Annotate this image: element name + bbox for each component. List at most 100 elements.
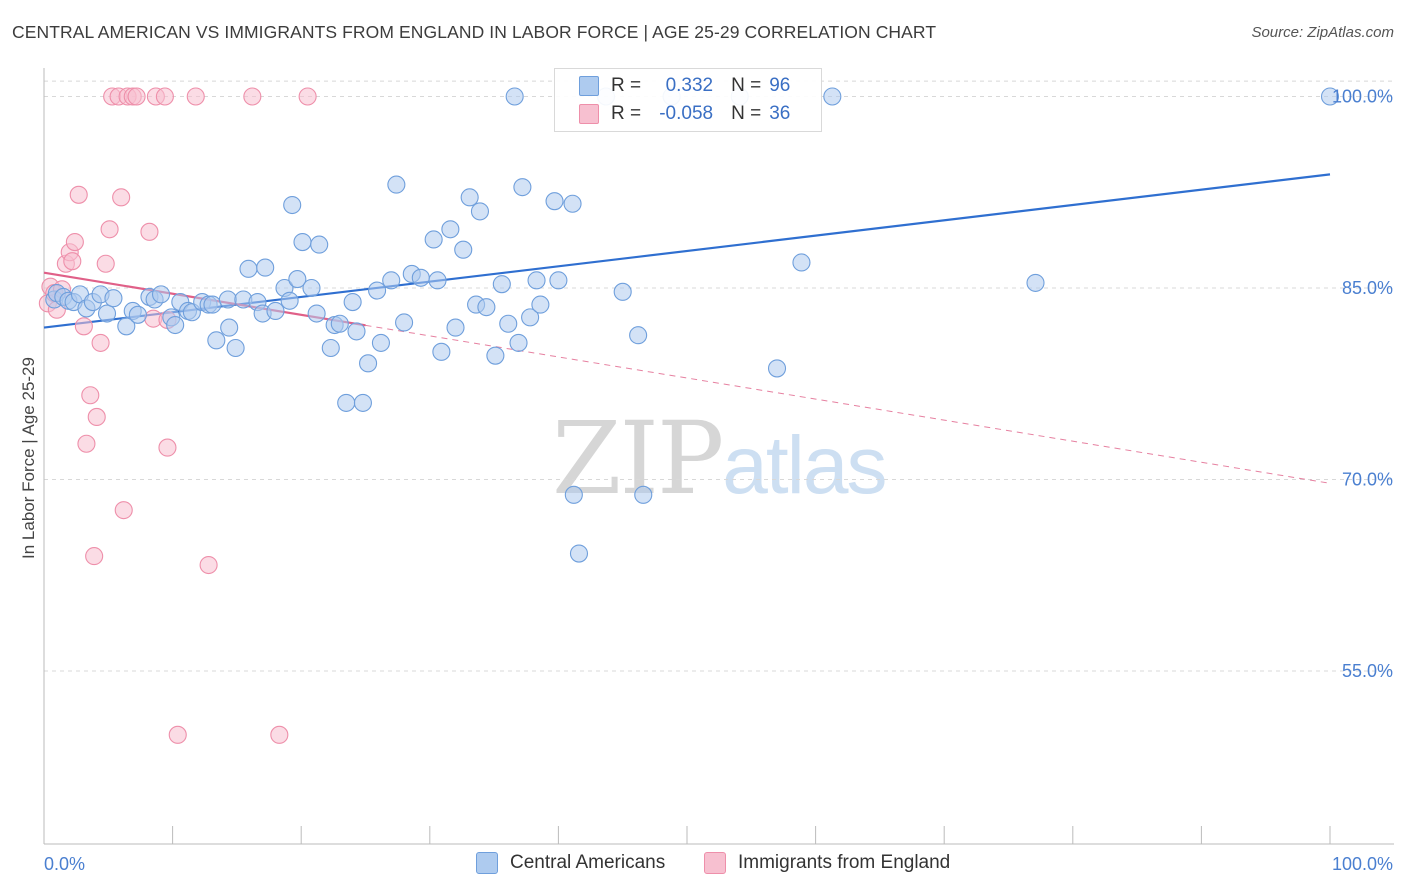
- points-central-americans: [45, 87, 1340, 563]
- legend-row-central-americans: R = 0.332 N = 96: [579, 71, 790, 101]
- central-americans-point: [460, 188, 479, 207]
- central-americans-point: [513, 178, 532, 197]
- legend-item-central-americans: Central Americans: [476, 852, 665, 874]
- central-americans-point: [395, 313, 414, 332]
- immigrants-from-england-point: [270, 725, 289, 744]
- legend-n-label: N =: [731, 103, 762, 124]
- central-americans-point: [302, 278, 321, 298]
- central-americans-point: [283, 195, 302, 215]
- central-americans-point: [337, 393, 356, 412]
- legend-swatch-pink: [704, 852, 726, 874]
- central-americans-point: [239, 259, 258, 278]
- central-americans-point: [207, 331, 226, 350]
- central-americans-point: [634, 485, 653, 504]
- legend-row-immigrants-from-england: R = -0.058 N = 36: [579, 99, 790, 129]
- legend-n-value: 36: [769, 103, 791, 124]
- central-americans-point: [288, 270, 307, 289]
- legend-swatch-pink: [579, 104, 599, 124]
- immigrants-from-england-point: [91, 333, 110, 352]
- legend-swatch-blue: [476, 852, 498, 874]
- legend-n-label: N =: [731, 75, 762, 96]
- immigrants-from-england-point: [81, 386, 100, 405]
- trend-line-immigrants-from-england-extension: [365, 324, 1331, 484]
- central-americans-point: [613, 282, 632, 301]
- immigrants-from-england-point: [65, 232, 84, 252]
- immigrants-from-england-point: [69, 185, 88, 204]
- central-americans-point: [203, 295, 222, 314]
- central-americans-point: [441, 220, 460, 239]
- immigrants-from-england-point: [140, 222, 159, 241]
- watermark-atlas: atlas: [722, 420, 887, 511]
- legend-label-central-americans: Central Americans: [510, 852, 666, 873]
- immigrants-from-england-point: [87, 407, 106, 426]
- immigrants-from-england-point: [100, 220, 119, 239]
- x-tick-label: 100.0%: [1332, 854, 1393, 874]
- immigrants-from-england-point: [85, 547, 104, 566]
- central-americans-point: [310, 235, 329, 254]
- points-immigrants-from-england: [38, 87, 317, 744]
- central-americans-point: [104, 289, 123, 308]
- central-americans-point: [1026, 273, 1045, 292]
- y-tick-label: 55.0%: [1342, 661, 1393, 681]
- central-americans-point: [382, 271, 401, 290]
- central-americans-point: [521, 308, 540, 327]
- immigrants-from-england-point: [298, 87, 317, 106]
- central-americans-point: [563, 194, 582, 213]
- central-americans-point: [368, 281, 387, 300]
- central-americans-point: [266, 301, 285, 321]
- legend-label-immigrants-from-england: Immigrants from England: [738, 852, 951, 873]
- legend-r-label: R =: [611, 103, 642, 124]
- central-americans-point: [505, 87, 524, 106]
- immigrants-from-england-point: [155, 87, 174, 106]
- central-americans-point: [424, 230, 443, 249]
- central-americans-point: [564, 485, 583, 504]
- immigrants-from-england-point: [77, 434, 96, 453]
- central-americans-point: [218, 290, 237, 309]
- series-legend: Central Americans Immigrants from Englan…: [0, 852, 1406, 878]
- central-americans-point: [446, 318, 465, 337]
- immigrants-from-england-point: [127, 87, 146, 106]
- central-americans-point: [226, 338, 245, 358]
- central-americans-point: [321, 338, 340, 358]
- central-americans-point: [545, 192, 564, 211]
- central-americans-point: [1320, 87, 1340, 106]
- immigrants-from-england-point: [96, 254, 115, 273]
- tick-labels: 55.0% 70.0% 85.0% 100.0% 0.0% 100.0%: [44, 87, 1393, 875]
- central-americans-point: [293, 232, 312, 252]
- correlation-legend: R = 0.332 N = 96 R = -0.058 N = 36: [554, 68, 822, 132]
- legend-item-immigrants-from-england: Immigrants from England: [704, 852, 950, 874]
- immigrants-from-england-point: [168, 725, 187, 744]
- y-tick-label: 70.0%: [1342, 470, 1393, 490]
- central-americans-point: [527, 271, 546, 290]
- central-americans-point: [549, 271, 568, 290]
- legend-swatch-blue: [579, 76, 599, 96]
- central-americans-point: [117, 317, 136, 336]
- immigrants-from-england-point: [158, 438, 177, 457]
- central-americans-point: [411, 268, 430, 287]
- central-americans-point: [509, 333, 528, 352]
- central-americans-point: [629, 326, 648, 345]
- central-americans-point: [387, 175, 406, 194]
- central-americans-point: [151, 285, 171, 304]
- axes: [43, 68, 1394, 845]
- central-americans-point: [220, 318, 239, 337]
- y-tick-label: 85.0%: [1342, 278, 1393, 298]
- central-americans-point: [477, 298, 496, 317]
- grid-lines: [44, 80, 1394, 672]
- immigrants-from-england-point: [199, 555, 218, 575]
- central-americans-point: [767, 359, 787, 378]
- chart-title: CENTRAL AMERICAN VS IMMIGRANTS FROM ENGL…: [12, 22, 937, 42]
- legend-r-value: 0.332: [665, 75, 714, 96]
- central-americans-point: [569, 544, 589, 563]
- central-americans-point: [280, 291, 299, 310]
- legend-r-label: R =: [611, 75, 642, 96]
- immigrants-from-england-point: [114, 501, 133, 520]
- legend-n-value: 96: [769, 75, 791, 96]
- central-americans-point: [166, 315, 185, 335]
- central-americans-point: [531, 295, 550, 314]
- central-americans-point: [307, 304, 326, 323]
- central-americans-point: [353, 393, 372, 412]
- central-americans-point: [97, 304, 117, 323]
- x-tick-label: 0.0%: [44, 854, 85, 874]
